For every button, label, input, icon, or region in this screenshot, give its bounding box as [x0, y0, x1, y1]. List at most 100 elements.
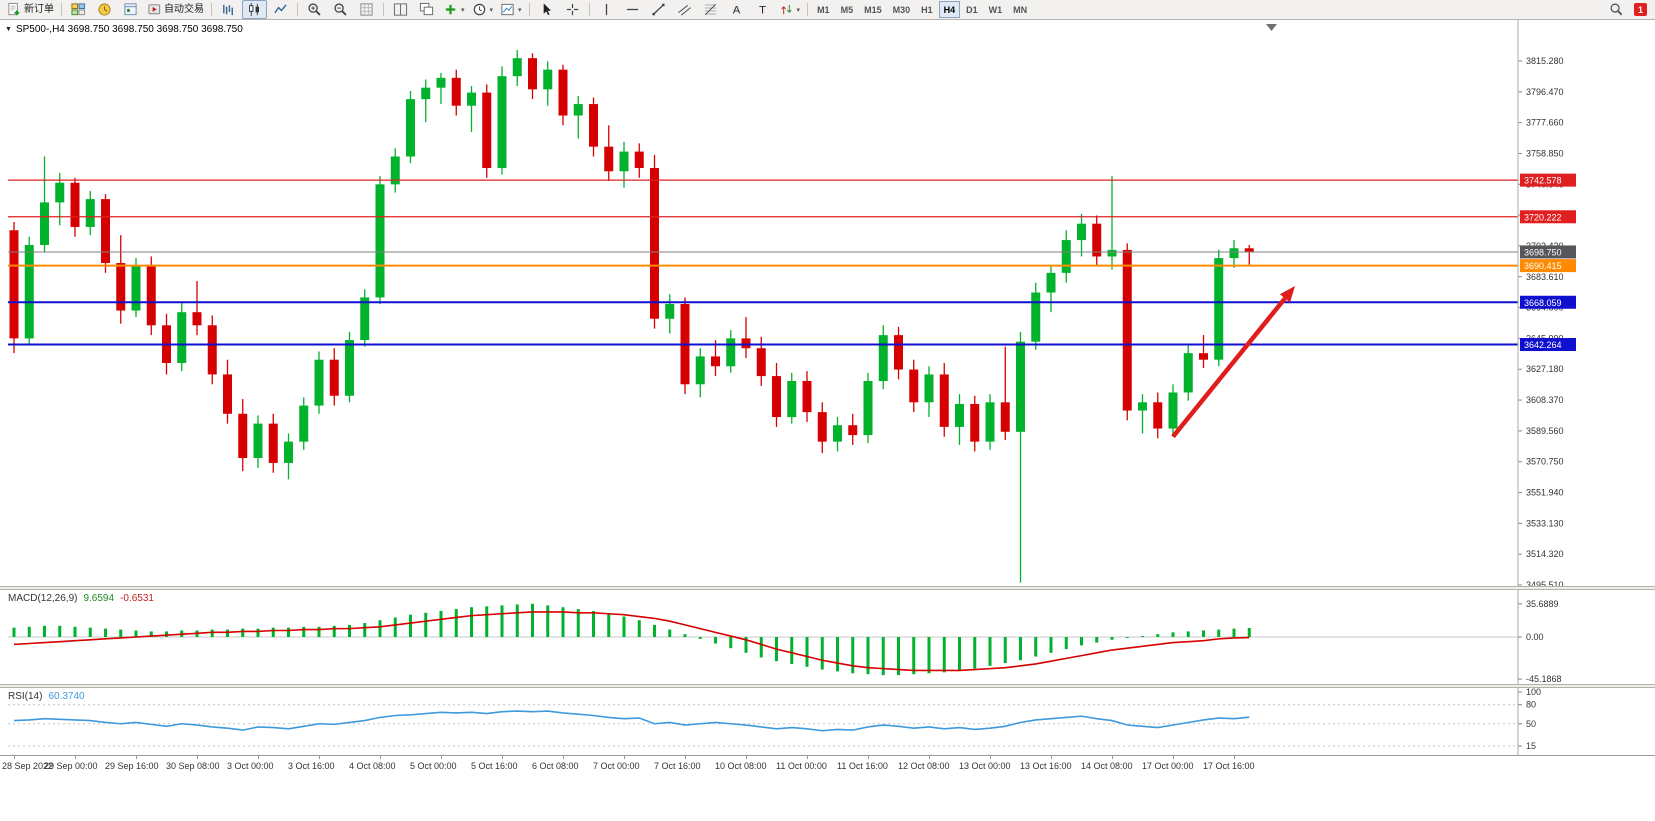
- annotation-arrow-line[interactable]: [1171, 296, 1287, 439]
- time-label: 17 Oct 16:00: [1203, 761, 1255, 771]
- notification-badge[interactable]: 1: [1634, 3, 1647, 16]
- macd-histogram-bar: [1003, 637, 1007, 664]
- candlestick-chart-button[interactable]: [242, 0, 267, 19]
- channel-button[interactable]: [672, 0, 697, 19]
- time-tick: [746, 756, 747, 759]
- text-button[interactable]: A: [724, 0, 749, 19]
- charts-button[interactable]: [66, 0, 91, 19]
- zoom-in-button[interactable]: [302, 0, 327, 19]
- timeframe-button-h4[interactable]: H4: [938, 1, 961, 18]
- dropdown-caret-icon[interactable]: ▾: [461, 6, 465, 14]
- time-axis[interactable]: 28 Sep 2022 29 Sep 00:00 29 Sep 16:00 30 Se…: [0, 755, 1655, 780]
- grid-button[interactable]: [354, 0, 379, 19]
- macd-histogram-bar: [1064, 637, 1068, 650]
- channel-icon: [677, 4, 691, 16]
- macd-histogram-bar: [820, 637, 824, 670]
- symbol-dropdown-icon[interactable]: ▼: [5, 26, 12, 33]
- macd-histogram-bar: [668, 629, 672, 637]
- cascade-windows-button[interactable]: [414, 0, 439, 19]
- tile-windows-button[interactable]: [388, 0, 413, 19]
- macd-histogram-bar: [805, 637, 809, 667]
- navigator-icon: [124, 3, 137, 16]
- trendline-button[interactable]: [646, 0, 671, 19]
- price-line-badge-label: 3698.750: [1524, 247, 1562, 257]
- price-line-badge: [1520, 338, 1576, 352]
- macd-svg[interactable]: 35.6889 0.00 -45.1868: [0, 590, 1655, 684]
- main-chart-svg[interactable]: 3815.2803796.4703777.6603758.8503740.040…: [0, 20, 1655, 586]
- market-watch-button[interactable]: [92, 0, 117, 19]
- time-tick: [1234, 756, 1235, 759]
- candle-body: [131, 266, 141, 311]
- macd-histogram-bar: [714, 637, 717, 644]
- candle-body: [985, 402, 995, 442]
- new-order-button[interactable]: 新订单: [4, 0, 57, 19]
- macd-histogram-bar: [424, 612, 428, 637]
- search-button[interactable]: [1604, 0, 1629, 19]
- macd-histogram-bar: [1019, 637, 1022, 661]
- candle-body: [1214, 258, 1224, 360]
- timeframe-button-m15[interactable]: M15: [864, 4, 882, 15]
- cursor-icon: [543, 3, 551, 16]
- horizontal-line-button[interactable]: [620, 0, 645, 19]
- macd-histogram-bar: [256, 628, 260, 637]
- bar-chart-button[interactable]: [216, 0, 241, 19]
- periods-button[interactable]: ▾: [469, 0, 497, 19]
- timeframe-button-d1[interactable]: D1: [966, 4, 978, 15]
- price-tick-label: 3777.660: [1526, 118, 1564, 128]
- macd-panel[interactable]: 35.6889 0.00 -45.1868 MACD(12,26,9) 9.6594…: [0, 590, 1655, 684]
- time-label: 14 Oct 08:00: [1081, 761, 1133, 771]
- timeframe-button-h1[interactable]: H1: [921, 4, 933, 15]
- candle-body: [192, 312, 202, 326]
- price-line-badge: [1520, 210, 1576, 224]
- macd-histogram-bar: [958, 637, 961, 671]
- time-label: 5 Oct 00:00: [410, 761, 457, 771]
- add-indicator-button[interactable]: ▾: [440, 0, 468, 19]
- candle-body: [634, 151, 644, 168]
- rsi-tick-label: 15: [1526, 741, 1536, 751]
- fibonacci-button[interactable]: [698, 0, 723, 19]
- templates-button[interactable]: ▾: [497, 0, 525, 19]
- time-label: 12 Oct 08:00: [898, 761, 950, 771]
- time-tick: [319, 756, 320, 759]
- dropdown-caret-icon[interactable]: ▾: [489, 6, 494, 14]
- chart-shift-marker[interactable]: [1266, 24, 1277, 31]
- candle-body: [924, 374, 934, 403]
- time-tick: [380, 756, 381, 759]
- macd-histogram-bar: [698, 637, 702, 639]
- cursor-button[interactable]: [534, 0, 559, 19]
- macd-histogram-bar: [1156, 634, 1160, 637]
- candle-body: [589, 104, 598, 147]
- macd-histogram-bar: [12, 627, 16, 637]
- time-tick: [807, 756, 808, 759]
- dropdown-caret-icon[interactable]: ▾: [796, 6, 801, 14]
- time-label: 5 Oct 16:00: [471, 761, 518, 771]
- macd-histogram-bar: [134, 630, 138, 637]
- rsi-panel[interactable]: 100 80 50 15 RSI(14) 60.3740: [0, 688, 1655, 755]
- auto-trading-button[interactable]: 自动交易: [144, 0, 207, 19]
- annotation-arrow-head[interactable]: [1279, 285, 1295, 303]
- dropdown-caret-icon[interactable]: ▾: [518, 6, 522, 14]
- line-chart-button[interactable]: [268, 0, 293, 19]
- candle-body: [360, 297, 370, 341]
- toolbar-separator: [61, 3, 62, 16]
- timeframe-button-m5[interactable]: M5: [840, 4, 854, 15]
- zoom-out-button[interactable]: [328, 0, 353, 19]
- timeframe-button-mn[interactable]: MN: [1013, 4, 1028, 15]
- candle-body: [421, 87, 431, 100]
- vertical-line-button[interactable]: [594, 0, 619, 19]
- panel-splitter[interactable]: [0, 684, 1655, 688]
- main-chart-panel[interactable]: 3815.2803796.4703777.6603758.8503740.040…: [0, 20, 1655, 586]
- timeframe-button-w1[interactable]: W1: [988, 4, 1003, 15]
- time-tick: [258, 756, 259, 759]
- panel-splitter[interactable]: [0, 586, 1655, 590]
- crosshair-button[interactable]: [560, 0, 585, 19]
- macd-histogram-bar: [27, 626, 31, 637]
- timeframe-button-m1[interactable]: M1: [817, 4, 830, 15]
- macd-histogram-bar: [531, 603, 534, 637]
- macd-histogram-bar: [454, 609, 458, 637]
- navigator-button[interactable]: [118, 0, 143, 19]
- timeframe-button-m30[interactable]: M30: [892, 4, 911, 15]
- rsi-svg[interactable]: 100 80 50 15: [0, 688, 1655, 755]
- label-button[interactable]: T: [750, 0, 775, 19]
- arrows-button[interactable]: ▾: [776, 0, 804, 19]
